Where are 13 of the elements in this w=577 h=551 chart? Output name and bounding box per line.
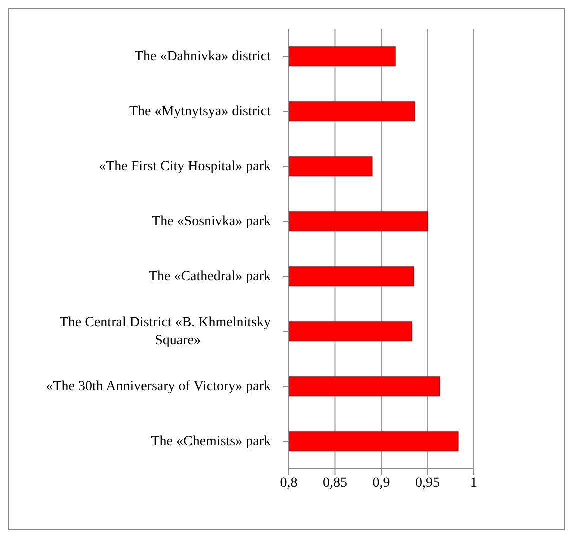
y-tick-label: The «Mytnytsya» district — [129, 104, 272, 119]
x-tick-label: 0,95 — [416, 476, 440, 491]
y-tick-label: The «Sosnivka» park — [152, 214, 271, 229]
y-tick-label: The «Chemists» park — [151, 434, 271, 449]
y-tick-label: The Central District «B. Khmelnitsky Square» — [60, 315, 271, 348]
y-tick-label: The «Dahnivka» district — [134, 49, 272, 64]
y-tick-label: The «Cathedral» park — [148, 269, 271, 284]
y-tick-label: «The First City Hospital» park — [99, 159, 271, 174]
y-tick-label: «The 30th Anniversary of Victory» park — [46, 379, 271, 394]
x-tick-label: 0,8 — [280, 476, 298, 491]
x-tick-label: 0,85 — [323, 476, 348, 491]
x-tick-label: 0,9 — [372, 476, 390, 491]
x-tick-label: 1 — [470, 476, 478, 491]
